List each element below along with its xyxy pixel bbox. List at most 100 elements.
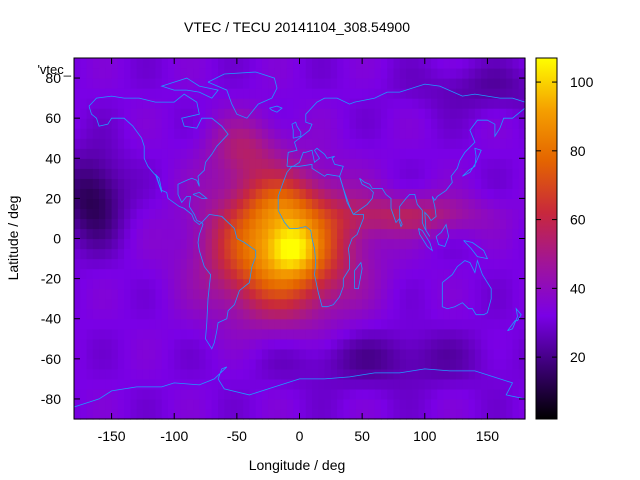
heat-cell — [99, 258, 106, 270]
heat-cell — [506, 338, 514, 350]
heat-cell — [174, 198, 182, 210]
heat-cell — [180, 278, 188, 290]
heat-cell — [424, 248, 432, 260]
heat-cell — [74, 68, 81, 79]
heat-cell — [337, 218, 344, 230]
heat-cell — [493, 68, 501, 79]
heat-cell — [399, 348, 407, 360]
heat-cell — [80, 348, 88, 360]
heat-cell — [349, 388, 357, 400]
heat-cell — [274, 78, 282, 89]
heat-cell — [343, 338, 351, 350]
colorbar-tick-label: 60 — [570, 212, 586, 228]
heat-cell — [274, 368, 282, 380]
heat-cell — [161, 78, 169, 89]
heat-cell — [199, 268, 207, 280]
heat-cell — [193, 318, 200, 330]
heat-cell — [180, 198, 188, 210]
heat-cell — [86, 278, 94, 290]
heat-cell — [355, 238, 363, 250]
heat-cell — [218, 208, 225, 220]
heat-cell — [193, 238, 200, 250]
heat-cell — [405, 318, 413, 330]
heat-cell — [506, 78, 514, 89]
heat-cell — [180, 98, 188, 109]
heat-cell — [218, 308, 225, 320]
heat-cell — [368, 188, 376, 199]
heat-cell — [174, 388, 182, 400]
heat-cell — [268, 78, 276, 89]
heat-cell — [506, 128, 514, 139]
heat-cell — [280, 118, 288, 129]
heat-cell — [149, 138, 157, 149]
heat-cell — [518, 188, 526, 199]
heat-cell — [142, 378, 150, 390]
heat-cell — [493, 228, 501, 240]
heat-cell — [324, 258, 332, 270]
heat-cell — [105, 368, 113, 380]
heat-cell — [180, 218, 188, 230]
heat-cell — [412, 408, 420, 420]
heat-cell — [443, 358, 451, 370]
heat-cell — [142, 258, 150, 270]
heat-cell — [274, 178, 282, 189]
colorbar-tick-label: 40 — [570, 280, 586, 296]
heat-cell — [180, 58, 188, 69]
heat-cell — [481, 138, 489, 149]
heat-cell — [424, 168, 432, 179]
heat-cell — [393, 158, 401, 169]
heat-cell — [117, 388, 125, 400]
heat-cell — [318, 348, 326, 360]
heat-cell — [456, 168, 463, 179]
heat-cell — [405, 148, 413, 159]
heat-cell — [174, 318, 182, 330]
heat-cell — [349, 358, 357, 370]
heat-cell — [299, 128, 307, 139]
heat-cell — [205, 208, 213, 220]
heat-cell — [155, 138, 163, 149]
heat-cell — [518, 178, 526, 189]
chart-title: VTEC / TECU 20141104_308.54900 — [184, 19, 410, 35]
heat-cell — [349, 98, 357, 109]
heat-cell — [443, 308, 451, 320]
heat-cell — [312, 278, 319, 290]
heat-cell — [280, 408, 288, 420]
heat-cell — [243, 88, 250, 99]
heat-cell — [368, 198, 376, 210]
heat-cell — [393, 258, 401, 270]
heat-cell — [161, 288, 169, 300]
heat-cell — [512, 348, 520, 360]
heat-cell — [399, 258, 407, 270]
heat-cell — [149, 238, 157, 250]
heat-cell — [243, 68, 250, 79]
heat-cell — [243, 318, 250, 330]
heat-cell — [286, 308, 294, 320]
heat-cell — [418, 148, 426, 159]
heat-cell — [274, 148, 282, 159]
heat-cell — [518, 408, 526, 420]
heat-cell — [474, 408, 482, 420]
heat-cell — [324, 328, 332, 340]
heat-cell — [124, 228, 131, 240]
heat-cell — [236, 338, 244, 350]
heat-cell — [474, 58, 482, 69]
heat-cell — [286, 298, 294, 310]
heat-cell — [274, 88, 282, 99]
heat-cell — [349, 238, 357, 250]
heat-cell — [167, 268, 175, 280]
heat-cell — [443, 318, 451, 330]
heat-cell — [255, 298, 263, 310]
heat-cell — [142, 178, 150, 189]
heat-cell — [149, 168, 157, 179]
heat-cell — [142, 238, 150, 250]
heat-cell — [136, 98, 144, 109]
heat-cell — [337, 58, 344, 69]
heat-cell — [92, 108, 100, 119]
heat-cell — [230, 368, 238, 380]
heat-cell — [180, 398, 188, 410]
heat-cell — [142, 248, 150, 260]
heat-cell — [368, 258, 376, 270]
heat-cell — [299, 378, 307, 390]
heat-cell — [330, 218, 338, 230]
heat-cell — [468, 248, 476, 260]
